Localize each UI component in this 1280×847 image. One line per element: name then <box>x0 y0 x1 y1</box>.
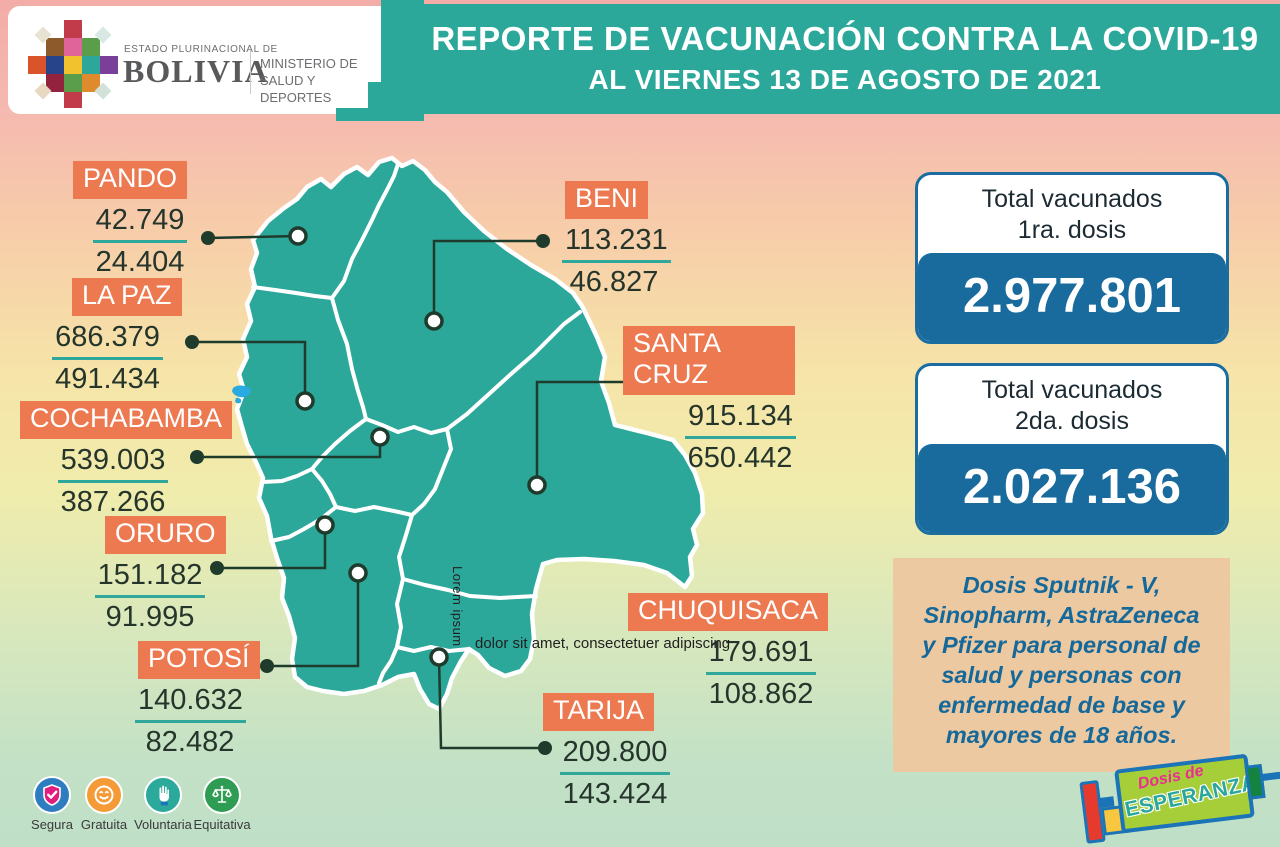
lake-titicaca <box>232 385 251 404</box>
marker-la-paz <box>295 391 315 411</box>
principle-label: Voluntaria <box>134 817 192 832</box>
total-first-dose-label: Total vacunados 1ra. dosis <box>981 185 1163 244</box>
marker-oruro <box>315 515 335 535</box>
dept-label: PANDO <box>73 161 188 199</box>
department-borders <box>251 162 582 685</box>
syringe-barrel: Dosis de ESPERANZA <box>1114 753 1259 834</box>
dose1-value: 209.800 <box>559 736 671 775</box>
dose1-value: 113.231 <box>562 224 671 263</box>
dept-beni: BENI 113.231 46.827 <box>562 181 671 299</box>
dept-label: SANTA CRUZ <box>623 326 795 395</box>
dept-label: COCHABAMBA <box>20 401 233 439</box>
smiley-icon <box>85 776 123 814</box>
total-first-dose-value: 2.977.801 <box>918 253 1226 341</box>
marker-santa-cruz <box>527 475 547 495</box>
principle-segura: Segura <box>16 776 88 832</box>
dept-label: BENI <box>565 181 649 219</box>
connector-tarija <box>437 656 545 750</box>
dose2-value: 387.266 <box>60 486 166 518</box>
header-divider <box>250 50 251 94</box>
dept-santa-cruz: SANTA CRUZ 915.134 650.442 <box>623 326 796 475</box>
map-markers <box>288 226 547 667</box>
dept-label: LA PAZ <box>72 278 182 316</box>
balance-scale-icon <box>203 776 241 814</box>
principle-voluntaria: Voluntaria <box>127 776 199 832</box>
connector-potosi <box>267 573 360 668</box>
dept-label: POTOSÍ <box>138 641 260 679</box>
dept-label: CHUQUISACA <box>628 593 829 631</box>
dept-label: ORURO <box>105 516 226 554</box>
placeholder-text-horizontal: dolor sit amet, consectetuer adipiscing <box>475 635 731 652</box>
marker-potosi <box>348 563 368 583</box>
connector-cochabamba <box>197 437 382 459</box>
syringe-needle <box>1259 771 1280 782</box>
dose2-value: 82.482 <box>145 726 235 758</box>
header-card: ESTADO PLURINACIONAL DE BOLIVIA MINISTER… <box>8 6 390 114</box>
coat-title: BOLIVIA <box>123 53 269 89</box>
dose1-value: 915.134 <box>685 400 796 439</box>
syringe-tip <box>1244 763 1266 800</box>
marker-cochabamba <box>370 427 390 447</box>
total-first-dose-card: Total vacunados 1ra. dosis 2.977.801 <box>915 172 1229 344</box>
dept-oruro: ORURO 151.182 91.995 <box>90 516 226 634</box>
dose1-value: 42.749 <box>60 204 220 243</box>
dept-cochabamba: COCHABAMBA 539.003 387.266 <box>20 401 233 519</box>
shield-check-icon <box>33 776 71 814</box>
dose1-value: 140.632 <box>135 684 246 723</box>
marker-beni <box>424 311 444 331</box>
dept-pando: PANDO 42.749 24.404 <box>60 161 220 279</box>
dose2-value: 91.995 <box>105 601 195 633</box>
total-second-dose-card: Total vacunados 2da. dosis 2.027.136 <box>915 363 1229 535</box>
coat-small-text: ESTADO PLURINACIONAL DE <box>124 44 278 55</box>
principle-equitativa: Equitativa <box>186 776 258 832</box>
marker-pando <box>288 226 308 246</box>
dose1-value: 151.182 <box>90 559 210 598</box>
bolivia-coat-of-arms-icon <box>28 20 118 108</box>
principle-label: Gratuita <box>80 817 128 832</box>
dose2-value: 24.404 <box>95 246 185 278</box>
dept-potosi: POTOSÍ 140.632 82.482 <box>135 641 260 759</box>
report-title-banner: REPORTE DE VACUNACIÓN CONTRA LA COVID-19… <box>400 4 1280 114</box>
total-second-dose-value: 2.027.136 <box>918 444 1226 532</box>
dose2-value: 46.827 <box>569 266 659 298</box>
connector-la-paz <box>192 340 307 401</box>
dept-la-paz: LA PAZ 686.379 491.434 <box>25 278 190 396</box>
principle-label: Equitativa <box>193 817 251 832</box>
total-second-dose-label: Total vacunados 2da. dosis <box>981 376 1163 435</box>
dose2-value: 491.434 <box>55 363 160 395</box>
principle-gratuita: Gratuita <box>68 776 140 832</box>
ministry-name: MINISTERIO DE SALUD Y DEPORTES <box>260 56 358 105</box>
connector-pando <box>207 234 299 240</box>
connector-oruro <box>217 525 327 570</box>
dose1-value: 179.691 <box>684 636 838 675</box>
principle-label: Segura <box>31 817 73 832</box>
dept-label: TARIJA <box>543 693 655 731</box>
vaccine-note: Dosis Sputnik - V, Sinopharm, AstraZenec… <box>893 558 1230 772</box>
raised-hand-icon <box>144 776 182 814</box>
marker-tarija <box>429 647 449 667</box>
report-date: AL VIERNES 13 DE AGOSTO DE 2021 <box>588 64 1102 95</box>
report-title: REPORTE DE VACUNACIÓN CONTRA LA COVID-19 <box>431 20 1259 57</box>
dept-tarija: TARIJA 209.800 143.424 <box>543 693 671 811</box>
connector-beni <box>432 239 543 321</box>
dept-chuquisaca: CHUQUISACA 179.691 108.862 <box>628 593 838 711</box>
dose2-value: 650.442 <box>687 442 793 474</box>
connector-lines <box>192 234 666 750</box>
dose2-value: 108.862 <box>708 678 814 710</box>
dose1-value: 686.379 <box>25 321 190 360</box>
placeholder-text-vertical: Lorem ipsum <box>450 566 465 647</box>
dose1-value: 539.003 <box>20 444 206 483</box>
dose2-value: 143.424 <box>562 778 668 810</box>
